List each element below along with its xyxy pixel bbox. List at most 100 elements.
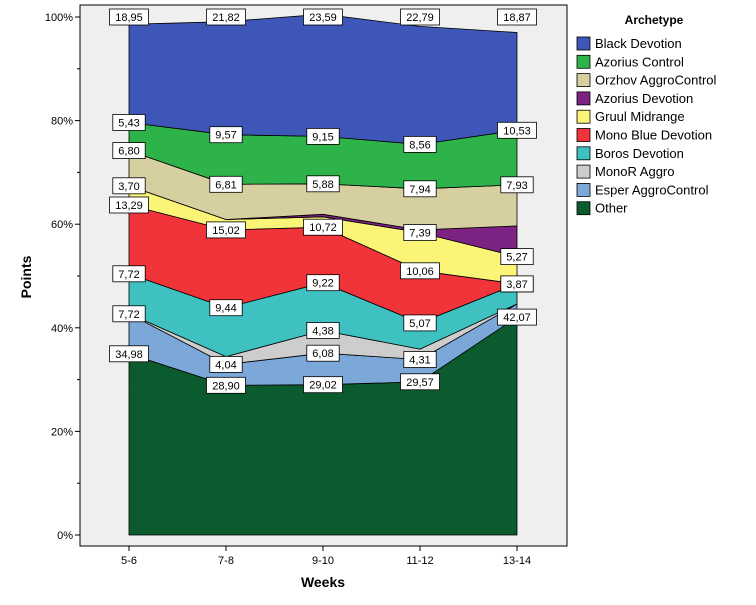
data-label-box xyxy=(209,355,243,373)
data-label-text: 7,72 xyxy=(118,269,139,281)
data-label-box xyxy=(403,180,437,198)
data-label-text: 7,94 xyxy=(409,184,430,196)
data-label-text: 5,88 xyxy=(312,179,333,191)
data-label-boros-devotion: 7,72 xyxy=(112,265,146,283)
data-label-text: 8,56 xyxy=(409,139,430,151)
data-label-text: 10,06 xyxy=(406,266,434,278)
data-label-text: 6,81 xyxy=(215,179,236,191)
data-label-text: 22,79 xyxy=(406,12,434,24)
data-label-box xyxy=(303,218,343,236)
legend-label: Azorius Control xyxy=(595,54,684,69)
data-label-black-devotion: 23,59 xyxy=(303,8,343,26)
data-label-box xyxy=(403,135,437,153)
x-tick-label: 7-8 xyxy=(218,555,234,567)
data-label-box xyxy=(112,177,146,195)
y-tick-label: 100% xyxy=(45,12,73,24)
data-label-box xyxy=(209,175,243,193)
data-label-text: 7,93 xyxy=(506,180,527,192)
data-label-text: 29,02 xyxy=(309,380,337,392)
data-label-box xyxy=(306,274,340,292)
data-label-orzhov-aggrocontrol: 6,80 xyxy=(112,142,146,160)
x-tick-label: 9-10 xyxy=(312,555,334,567)
data-label-black-devotion: 18,95 xyxy=(109,8,149,26)
data-label-box xyxy=(303,8,343,26)
data-label-azorius-control: 10,53 xyxy=(497,121,537,139)
data-label-text: 4,38 xyxy=(312,326,333,338)
data-label-text: 3,70 xyxy=(118,181,139,193)
legend-label: Boros Devotion xyxy=(595,146,684,161)
legend-item-boros-devotion: Boros Devotion xyxy=(576,146,684,161)
data-label-text: 7,39 xyxy=(409,228,430,240)
legend-item-orzhov-aggrocontrol: Orzhov AggroControl xyxy=(576,73,717,88)
y-tick-label: 40% xyxy=(51,323,73,335)
data-label-mono-blue-devotion: 10,72 xyxy=(303,218,343,236)
legend-swatch xyxy=(576,164,591,179)
data-label-text: 7,72 xyxy=(118,309,139,321)
data-label-box xyxy=(403,314,437,332)
legend-swatch xyxy=(576,182,591,197)
data-label-box xyxy=(303,376,343,394)
data-label-gruul-midrange: 7,39 xyxy=(403,224,437,241)
data-label-gruul-midrange: 3,70 xyxy=(112,177,146,195)
x-tick-label: 5-6 xyxy=(121,555,137,567)
data-label-box xyxy=(500,176,534,194)
data-label-box xyxy=(500,248,534,266)
y-tick-label: 0% xyxy=(57,530,73,542)
legend-item-black-devotion: Black Devotion xyxy=(576,36,682,51)
data-label-other: 29,57 xyxy=(400,373,440,391)
data-label-text: 9,22 xyxy=(312,278,333,290)
data-label-box xyxy=(497,121,537,139)
data-label-mono-blue-devotion: 10,06 xyxy=(400,262,440,280)
data-label-esper-aggrocontrol: 6,08 xyxy=(306,344,340,362)
x-axis-title: Weeks xyxy=(301,574,345,590)
legend-label: MonoR Aggro xyxy=(595,164,675,179)
data-label-esper-aggrocontrol: 4,04 xyxy=(209,355,243,373)
data-label-text: 5,43 xyxy=(118,118,139,130)
legend-item-azorius-control: Azorius Control xyxy=(576,54,684,69)
legend-item-monor-aggro: MonoR Aggro xyxy=(576,164,675,179)
legend-item-gruul-midrange: Gruul Midrange xyxy=(576,109,685,124)
data-label-orzhov-aggrocontrol: 7,94 xyxy=(403,180,437,198)
legend-swatch xyxy=(576,54,591,69)
data-label-text: 9,15 xyxy=(312,131,333,143)
data-label-mono-blue-devotion: 13,29 xyxy=(109,196,149,214)
data-label-box xyxy=(400,8,440,26)
legend-swatch xyxy=(576,73,591,87)
data-label-box xyxy=(306,344,340,362)
data-label-box xyxy=(209,299,243,317)
legend-item-mono-blue-devotion: Mono Blue Devotion xyxy=(576,128,712,143)
data-label-box xyxy=(206,8,246,26)
data-label-orzhov-aggrocontrol: 6,81 xyxy=(209,175,243,193)
data-label-box xyxy=(403,351,437,368)
data-label-text: 3,87 xyxy=(506,279,527,291)
data-label-esper-aggrocontrol: 4,31 xyxy=(403,351,437,368)
data-label-text: 42,07 xyxy=(503,312,531,324)
data-label-other: 29,02 xyxy=(303,376,343,394)
x-tick-label: 11-12 xyxy=(406,555,433,567)
data-label-text: 34,98 xyxy=(115,349,143,361)
data-label-box xyxy=(500,275,534,293)
data-label-text: 9,57 xyxy=(215,130,236,142)
data-label-orzhov-aggrocontrol: 7,93 xyxy=(500,176,534,194)
y-axis: 0% 20% 40% 60% 80% 100% xyxy=(45,12,80,542)
data-label-box xyxy=(112,142,146,160)
data-label-other: 34,98 xyxy=(109,345,149,363)
data-label-text: 13,29 xyxy=(115,200,143,212)
legend-label: Mono Blue Devotion xyxy=(595,128,712,143)
data-label-box xyxy=(112,114,146,131)
data-label-esper-aggrocontrol: 7,72 xyxy=(112,305,146,323)
legend-item-other: Other xyxy=(576,201,628,216)
data-label-box xyxy=(306,127,340,145)
data-label-gruul-midrange: 5,27 xyxy=(500,248,534,266)
legend-swatch xyxy=(576,109,591,124)
data-label-text: 6,08 xyxy=(312,348,333,360)
data-label-text: 10,53 xyxy=(503,125,531,137)
data-label-text: 15,02 xyxy=(212,225,240,237)
data-label-text: 9,44 xyxy=(215,303,236,315)
data-label-monor-aggro: 4,38 xyxy=(306,322,340,339)
legend-item-esper-aggrocontrol: Esper AggroControl xyxy=(576,182,709,197)
data-label-box xyxy=(400,373,440,391)
data-label-text: 6,80 xyxy=(118,146,139,158)
legend-swatch xyxy=(576,146,591,161)
